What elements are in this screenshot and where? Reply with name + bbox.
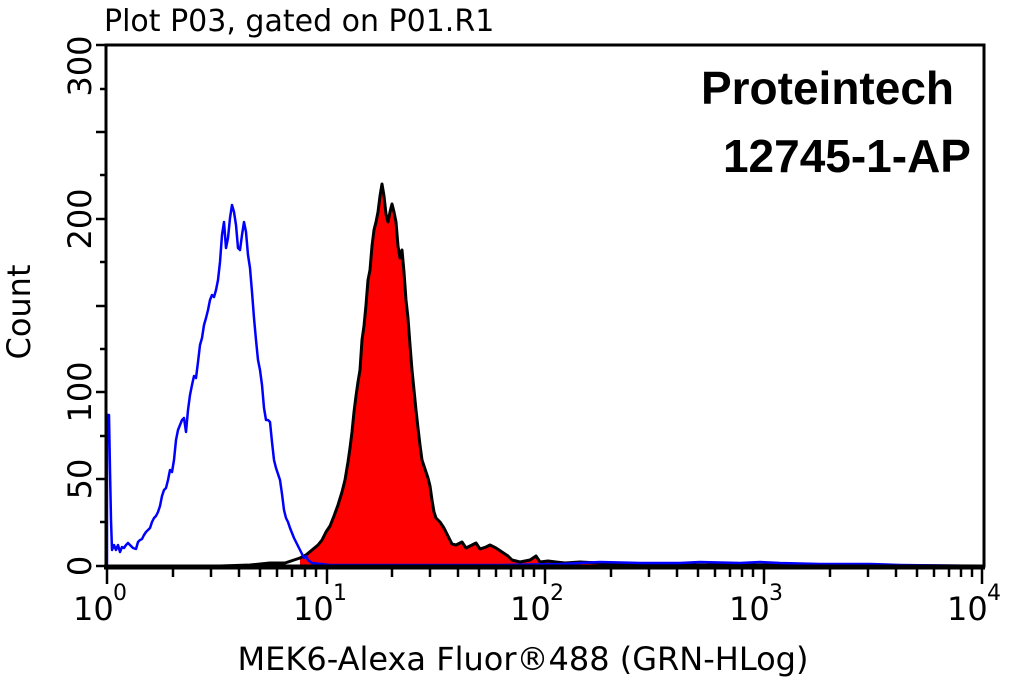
x-tick-10e2: 10 2 bbox=[510, 581, 564, 628]
svg-text:10: 10 bbox=[510, 590, 551, 628]
y-tick-300: 300 bbox=[61, 35, 99, 96]
svg-text:10: 10 bbox=[729, 590, 770, 628]
sample-histogram-outline bbox=[219, 182, 982, 568]
y-tick-100: 100 bbox=[61, 361, 99, 422]
x-tick-10e3: 10 3 bbox=[729, 581, 783, 628]
x-tick-labels: 10 0 10 1 10 2 10 3 10 4 bbox=[73, 581, 1001, 628]
svg-text:4: 4 bbox=[987, 581, 1001, 606]
svg-text:2: 2 bbox=[550, 581, 564, 606]
y-tick-50: 50 bbox=[61, 459, 99, 500]
y-axis-ticks bbox=[96, 43, 106, 568]
x-tick-10e4: 10 4 bbox=[947, 581, 1001, 628]
control-histogram-line bbox=[105, 203, 982, 568]
x-tick-10e0: 10 0 bbox=[73, 581, 127, 628]
sample-histogram-fill bbox=[300, 184, 981, 566]
y-tick-labels: 0 50 100 200 300 bbox=[61, 35, 99, 576]
svg-text:10: 10 bbox=[73, 590, 114, 628]
svg-text:0: 0 bbox=[113, 581, 127, 606]
y-tick-0: 0 bbox=[61, 556, 99, 576]
svg-text:3: 3 bbox=[769, 581, 783, 606]
svg-text:10: 10 bbox=[293, 590, 334, 628]
catalog-number: 12745-1-AP bbox=[723, 130, 971, 182]
y-tick-200: 200 bbox=[61, 188, 99, 249]
x-axis-ticks bbox=[105, 568, 984, 584]
svg-text:1: 1 bbox=[333, 581, 347, 606]
brand-name: Proteintech bbox=[701, 62, 954, 114]
y-axis-label: Count bbox=[0, 264, 38, 359]
x-tick-10e1: 10 1 bbox=[293, 581, 347, 628]
x-axis-label: MEK6-Alexa Fluor®488 (GRN-HLog) bbox=[238, 640, 809, 678]
plot-title: Plot P03, gated on P01.R1 bbox=[104, 4, 494, 39]
plot-frame bbox=[104, 43, 986, 568]
svg-text:10: 10 bbox=[947, 590, 988, 628]
